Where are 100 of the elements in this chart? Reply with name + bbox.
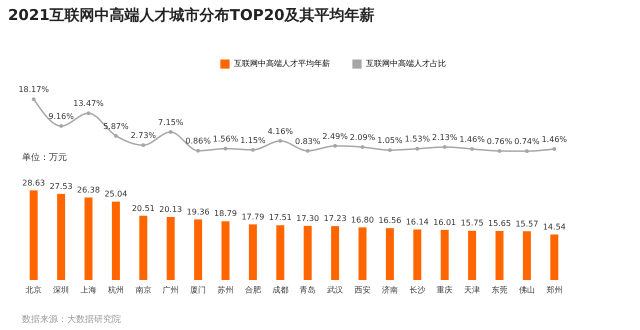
data-label: 0.86% <box>185 136 212 146</box>
data-label: 18.17% <box>18 85 50 94</box>
x-tick-label: 杭州 <box>106 286 124 294</box>
point <box>168 130 173 134</box>
data-label: 1.05% <box>377 136 403 146</box>
data-label: 0.76% <box>486 137 513 146</box>
legend-label: 互联网中高端人才占比 <box>366 59 446 68</box>
point <box>224 146 228 151</box>
x-tick-label: 合肥 <box>244 286 261 294</box>
point <box>415 146 420 151</box>
data-label: 25.04 <box>104 190 128 199</box>
x-tick-label: 佛山 <box>518 286 535 294</box>
point <box>306 148 310 153</box>
data-label: 2.09% <box>350 133 376 142</box>
data-label: 15.75 <box>460 218 484 228</box>
point <box>86 111 90 116</box>
data-label: 17.79 <box>241 212 264 222</box>
point <box>251 148 255 152</box>
data-label: 17.30 <box>296 214 320 223</box>
point <box>388 148 392 152</box>
data-label: 1.46% <box>459 134 486 144</box>
data-label: 7.15% <box>158 118 184 128</box>
data-label: 16.80 <box>351 215 374 224</box>
x-tick-label: 天津 <box>464 286 480 294</box>
data-label: 27.53 <box>50 182 73 191</box>
data-label: 18.79 <box>214 209 237 218</box>
data-label: 1.53% <box>404 134 430 144</box>
text: 单位：万元 <box>22 152 67 164</box>
bar <box>166 217 175 280</box>
x-tick-label: 上海 <box>80 286 96 294</box>
data-label: 2.73% <box>130 131 156 140</box>
bar <box>358 227 366 280</box>
x-tick-label: 北京 <box>26 286 42 294</box>
data-label: 2.49% <box>322 132 348 141</box>
x-tick-label: 西安 <box>354 286 370 294</box>
bar <box>440 230 449 280</box>
bar <box>331 226 340 280</box>
bar <box>276 225 284 280</box>
data-label: 1.15% <box>240 136 266 145</box>
data-label: 16.14 <box>406 217 429 226</box>
data-label: 15.57 <box>515 219 538 228</box>
x-tick-label: 苏州 <box>218 286 234 294</box>
x-tick-label: 成都 <box>272 286 288 294</box>
data-label: 28.63 <box>22 178 46 188</box>
bar <box>522 231 531 280</box>
data-label: 16.56 <box>378 216 402 226</box>
data-label: 1.56% <box>212 134 239 144</box>
data-label: 9.16% <box>48 112 74 122</box>
bar <box>248 224 257 280</box>
point <box>32 97 36 102</box>
point <box>278 139 282 143</box>
bar <box>84 197 92 280</box>
bar <box>386 228 394 280</box>
data-label: 13.47% <box>73 99 104 108</box>
x-tick-label: 重庆 <box>436 286 453 294</box>
legend-label: 互联网中高端人才平均年薪 <box>234 59 330 68</box>
point <box>59 124 63 128</box>
data-label: 20.13 <box>159 205 182 214</box>
data-label: 1.46% <box>542 134 568 144</box>
data-label: 0.74% <box>514 137 540 146</box>
point <box>552 147 556 151</box>
bar <box>112 202 120 280</box>
point <box>442 145 447 149</box>
data-label: 19.36 <box>186 207 210 216</box>
data-label: 16.01 <box>433 218 456 227</box>
x-tick-label: 长沙 <box>409 286 426 294</box>
bar <box>550 234 558 280</box>
data-label: 14.54 <box>542 222 566 232</box>
data-label: 5.87% <box>103 122 129 131</box>
bar <box>222 221 230 280</box>
x-tick-label: 厦门 <box>190 286 206 294</box>
point <box>141 143 146 148</box>
x-tick-label: 南京 <box>135 286 152 294</box>
data-label: 20.51 <box>132 204 155 213</box>
data-label: 2.13% <box>432 132 458 142</box>
point <box>333 144 337 148</box>
x-tick-label: 济南 <box>382 286 398 294</box>
point <box>470 147 474 151</box>
point <box>196 148 200 153</box>
x-tick-label: 武汉 <box>327 286 344 294</box>
data-label: 17.51 <box>268 213 292 222</box>
x-tick-label: 郑州 <box>546 286 562 294</box>
bar <box>194 219 202 280</box>
data-label: 26.38 <box>77 185 100 194</box>
chart-title: 2021互联网中高端人才城市分布TOP20及其平均年薪 <box>8 6 375 25</box>
bar <box>413 229 422 280</box>
x-tick-label: 深圳 <box>53 286 70 294</box>
bar <box>139 216 148 280</box>
data-label: 17.23 <box>324 214 347 224</box>
point <box>360 145 364 149</box>
data-label: 15.65 <box>488 219 511 228</box>
bar <box>496 231 504 280</box>
point <box>525 149 529 153</box>
bar <box>30 190 38 280</box>
bar <box>468 230 476 280</box>
data-label: 0.83% <box>294 136 321 146</box>
data-label: 4.16% <box>268 126 294 136</box>
bar <box>57 194 66 280</box>
point <box>498 149 502 153</box>
x-tick-label: 广州 <box>162 286 179 294</box>
